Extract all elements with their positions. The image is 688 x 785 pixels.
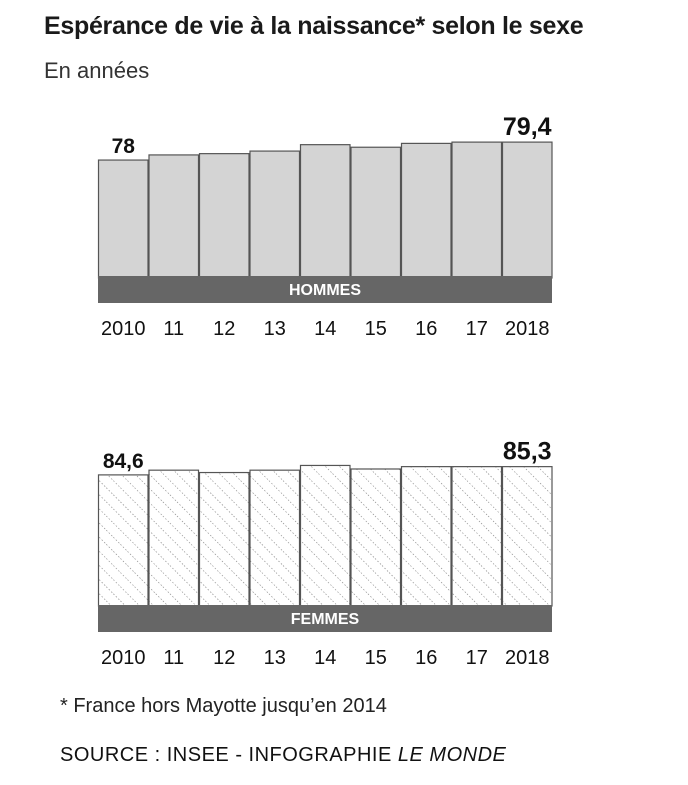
women-tick-label: 12 (213, 647, 235, 669)
men-series-label: HOMMES (289, 282, 361, 299)
men-bar-13 (249, 150, 301, 279)
women-bar-2018 (501, 466, 553, 607)
men-tick-label: 13 (264, 318, 286, 340)
chart-title: Espérance de vie à la naissance* selon l… (44, 12, 584, 40)
men-value-label: 78 (112, 135, 136, 158)
women-tick-label: 15 (365, 647, 387, 669)
men-bar-12 (198, 153, 250, 279)
men-bar-16 (400, 142, 452, 279)
women-bar-chart: FEMMES 2010 11 12 13 14 15 16 17 2018 84,6 85,3 (97, 438, 553, 669)
men-tick-label: 15 (365, 318, 387, 340)
women-tick-label: 11 (163, 647, 184, 669)
women-bar-13 (249, 469, 301, 607)
women-label-band (98, 605, 552, 632)
women-tick-label: 16 (415, 647, 437, 669)
women-tick-label: 13 (264, 647, 286, 669)
women-tick-label: 14 (314, 647, 336, 669)
women-tick-label: 2018 (505, 647, 550, 669)
men-bar-11 (148, 154, 200, 279)
source-credit: SOURCE : INSEE - INFOGRAPHIE LE MONDE (60, 744, 506, 767)
women-value-label: 84,6 (103, 450, 144, 473)
men-tick-label: 16 (415, 318, 437, 340)
women-bar-14 (299, 464, 351, 607)
men-bar-17 (451, 141, 503, 279)
source-brand: LE MONDE (397, 744, 507, 766)
men-bar-chart: HOMMES 2010 11 12 13 14 15 16 17 2018 78 79,4 (97, 113, 553, 340)
men-tick-label: 12 (213, 318, 235, 340)
source-prefix: SOURCE : INSEE - INFOGRAPHIE (60, 744, 398, 766)
men-label-band (98, 276, 552, 303)
men-tick-label: 2010 (101, 318, 146, 340)
women-bar-12 (198, 471, 250, 607)
men-value-label: 79,4 (503, 113, 552, 141)
men-tick-label: 17 (466, 318, 488, 340)
women-bar-2010 (97, 474, 149, 607)
women-tick-label: 2010 (101, 647, 146, 669)
women-tick-label: 17 (466, 647, 488, 669)
men-bar-14 (299, 144, 351, 279)
women-bar-11 (148, 469, 200, 607)
women-bar-16 (400, 466, 452, 607)
women-bar-17 (451, 466, 503, 607)
women-value-label: 85,3 (503, 438, 552, 466)
women-bar-15 (350, 468, 402, 607)
men-tick-label: 14 (314, 318, 336, 340)
men-bar-15 (350, 146, 402, 279)
footnote: * France hors Mayotte jusqu’en 2014 (60, 695, 387, 717)
women-series-label: FEMMES (291, 611, 360, 628)
men-tick-label: 11 (163, 318, 184, 340)
men-tick-label: 2018 (505, 318, 550, 340)
chart-subtitle: En années (44, 58, 150, 83)
